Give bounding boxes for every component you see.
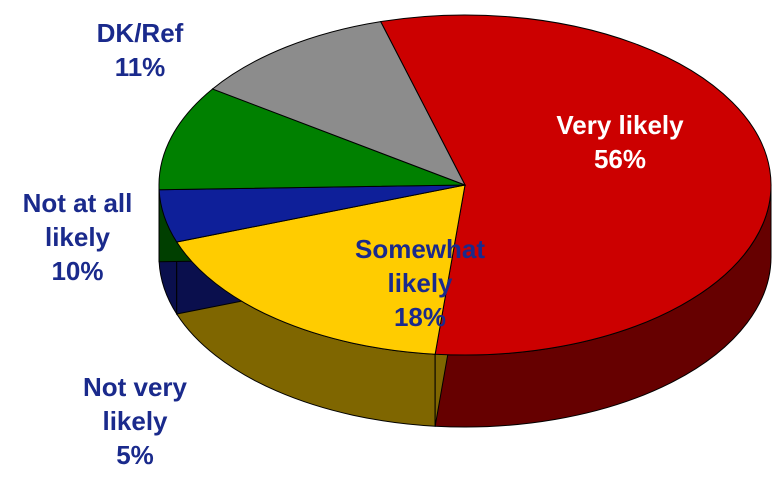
label-dk-ref: DK/Ref 11% xyxy=(96,18,184,82)
label-not-at-all-likely: Not at all likely 10% xyxy=(22,188,133,286)
label-not-very-likely: Not very likely 5% xyxy=(82,372,188,470)
slice-somewhat-likely xyxy=(175,184,466,355)
slice-not-at-all-likely xyxy=(158,88,466,191)
slice-dk-ref xyxy=(211,21,467,186)
slice-very-likely xyxy=(379,14,772,356)
label-somewhat-likely: Somewhat likely 18% xyxy=(354,234,486,332)
label-very-likely: Very likely 56% xyxy=(556,110,684,174)
